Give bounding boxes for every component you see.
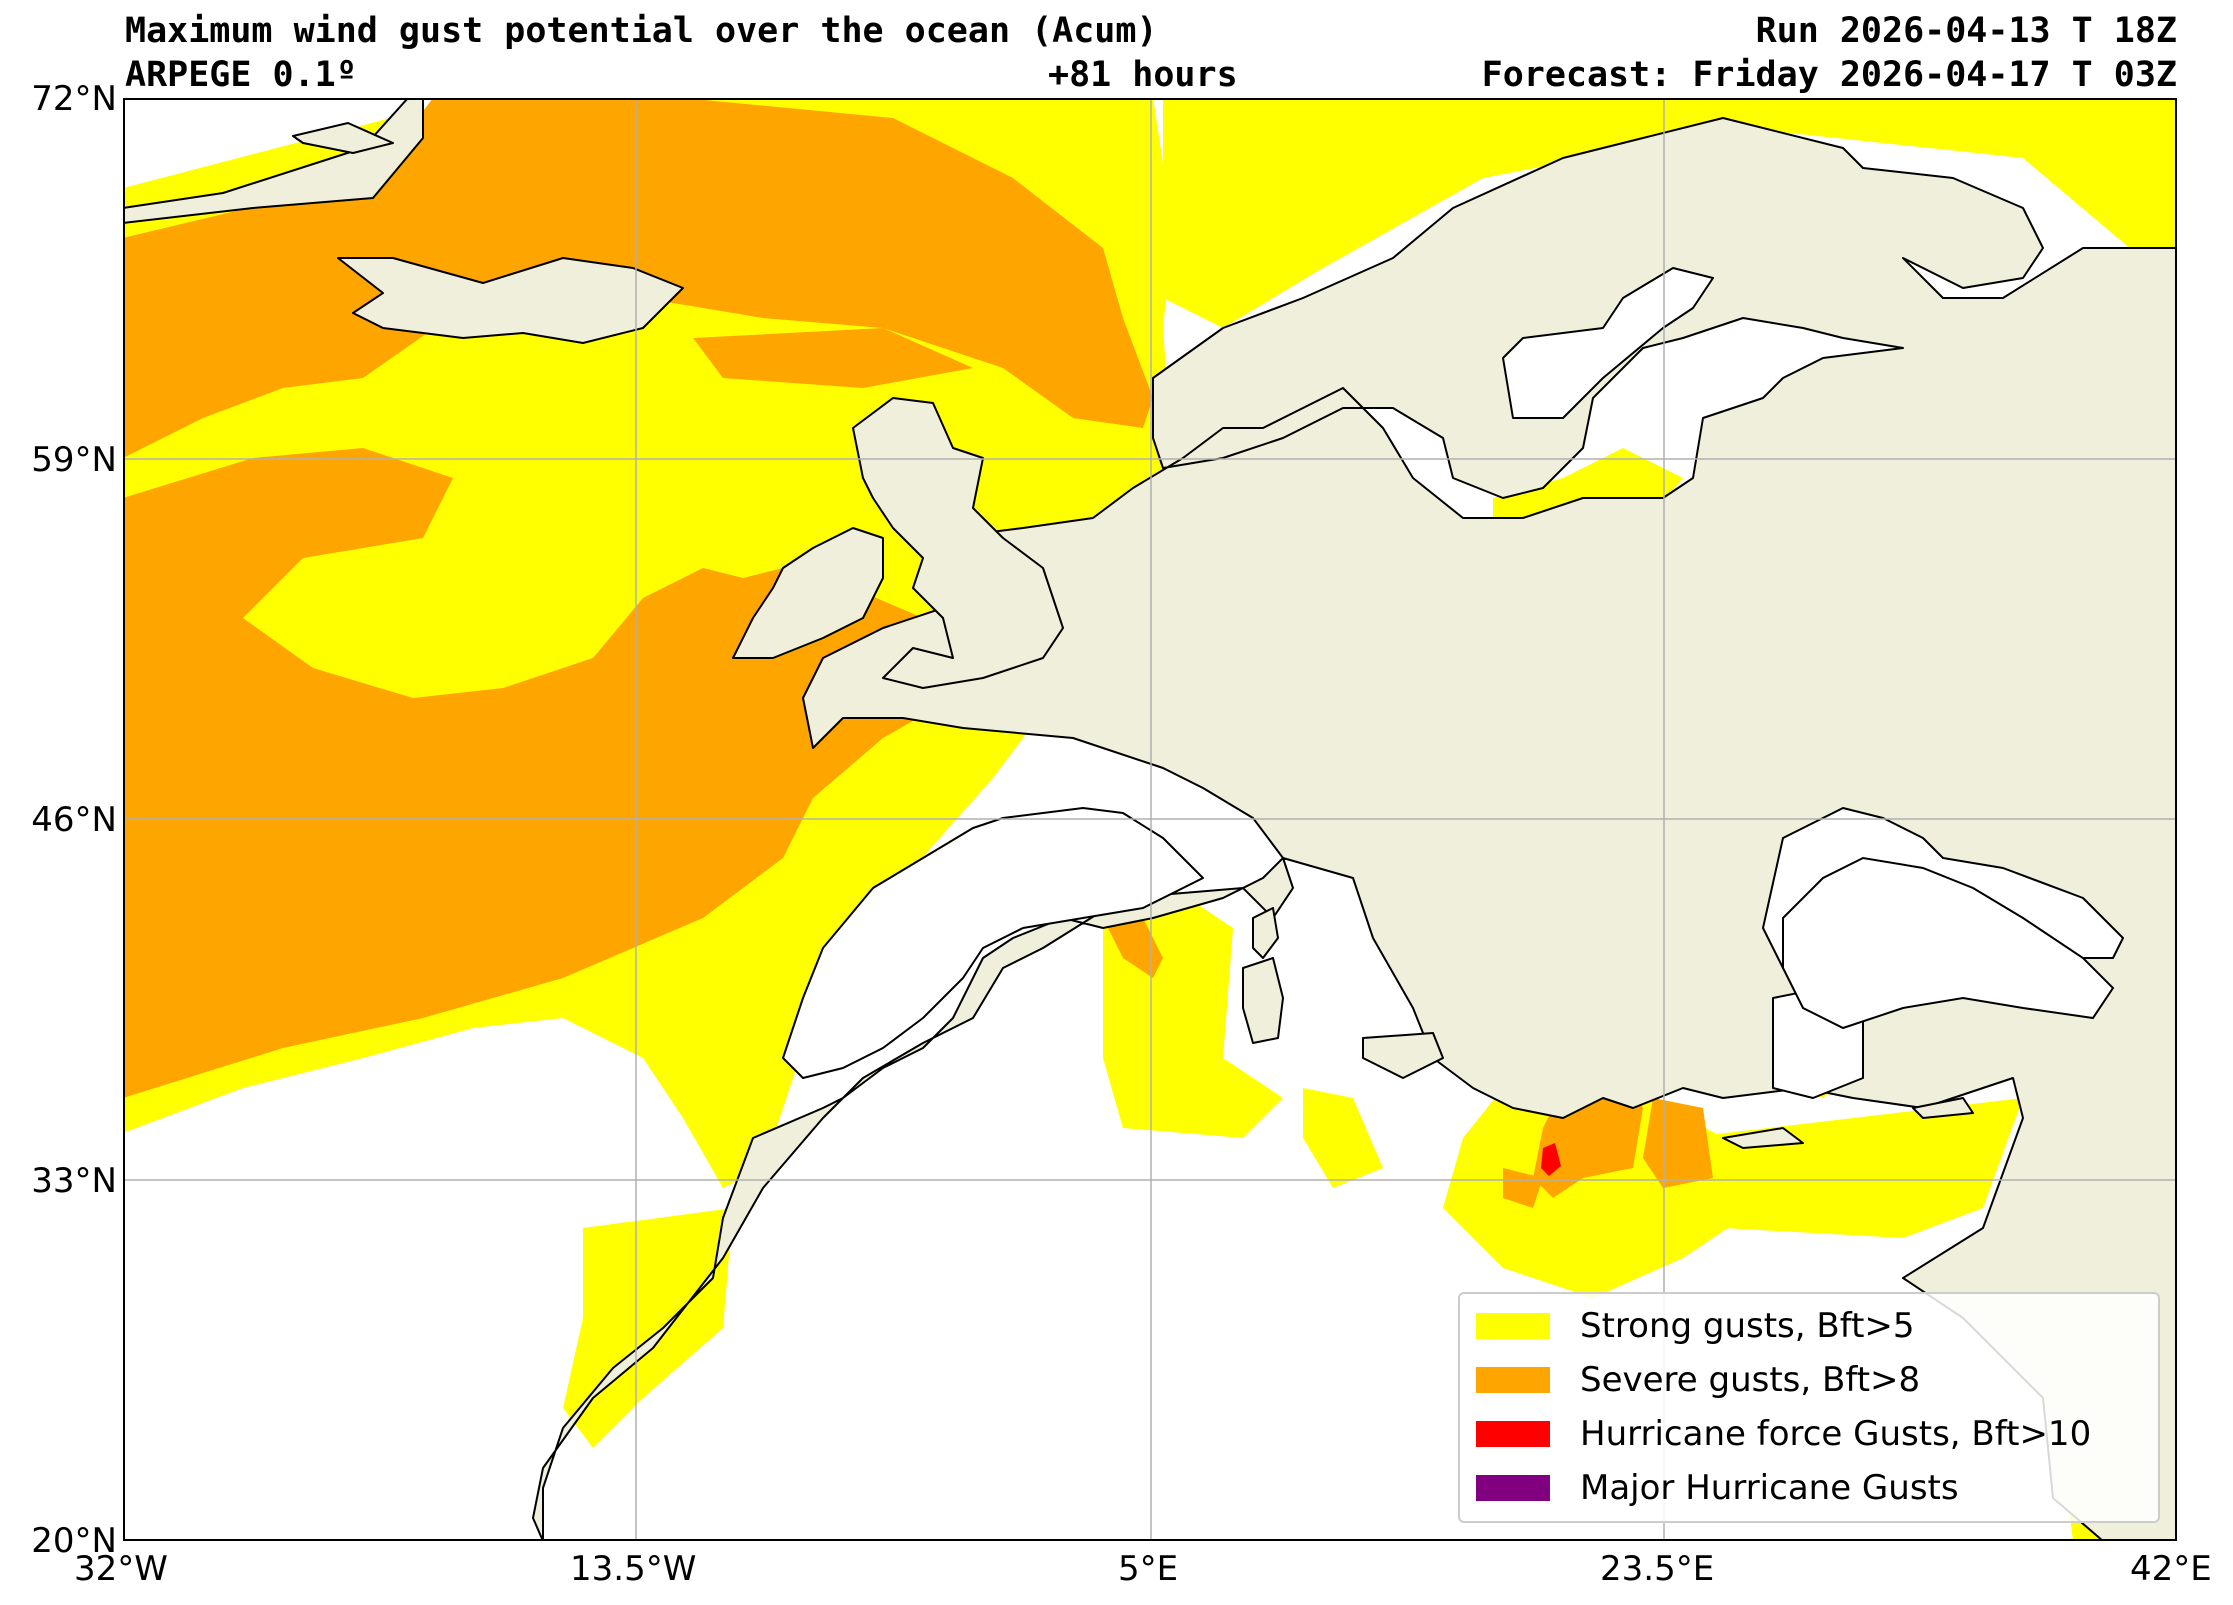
- legend-label: Severe gusts, Bft>8: [1580, 1360, 1921, 1400]
- legend-item: Major Hurricane Gusts: [1476, 1468, 1959, 1508]
- lead-time-label: +81 hours: [1048, 55, 1238, 95]
- lat-tick-label: 20°N: [31, 1521, 117, 1561]
- lon-tick-label: 42°E: [2130, 1549, 2212, 1589]
- map-legend: Strong gusts, Bft>5 Severe gusts, Bft>8 …: [1458, 1292, 2160, 1523]
- legend-label: Hurricane force Gusts, Bft>10: [1580, 1414, 2092, 1454]
- map-gridlines: [123, 98, 2177, 1541]
- run-label: Run 2026-04-13 T 18Z: [1755, 11, 2177, 51]
- gust-hurricane-area: [1541, 1143, 1561, 1176]
- lon-tick-label: 32°W: [74, 1549, 168, 1589]
- legend-item: Severe gusts, Bft>8: [1476, 1360, 1920, 1400]
- legend-item: Strong gusts, Bft>5: [1476, 1306, 1915, 1346]
- map-title: Maximum wind gust potential over the oce…: [125, 11, 1158, 51]
- map-frame: [123, 98, 2177, 1541]
- lon-tick-label: 23.5°E: [1600, 1549, 1715, 1589]
- forecast-label: Forecast: Friday 2026-04-17 T 03Z: [1481, 55, 2177, 95]
- black-sea: [1782, 856, 2115, 1030]
- land-areas: [123, 98, 2177, 1541]
- legend-swatch-major-hurricane: [1476, 1475, 1550, 1501]
- lat-tick-label: 46°N: [31, 800, 117, 840]
- lon-tick-label: 13.5°W: [570, 1549, 697, 1589]
- lat-tick-label: 59°N: [31, 440, 117, 480]
- lat-tick-label: 72°N: [31, 79, 117, 119]
- legend-swatch-strong: [1476, 1313, 1550, 1339]
- gust-map: [123, 98, 2177, 1541]
- legend-swatch-hurricane: [1476, 1421, 1550, 1447]
- legend-label: Major Hurricane Gusts: [1580, 1468, 1959, 1508]
- lat-tick-label: 33°N: [31, 1161, 117, 1201]
- lon-tick-label: 5°E: [1118, 1549, 1179, 1589]
- legend-item: Hurricane force Gusts, Bft>10: [1476, 1414, 2091, 1454]
- model-label: ARPEGE 0.1º: [125, 55, 357, 95]
- legend-label: Strong gusts, Bft>5: [1580, 1306, 1915, 1346]
- legend-swatch-severe: [1476, 1367, 1550, 1393]
